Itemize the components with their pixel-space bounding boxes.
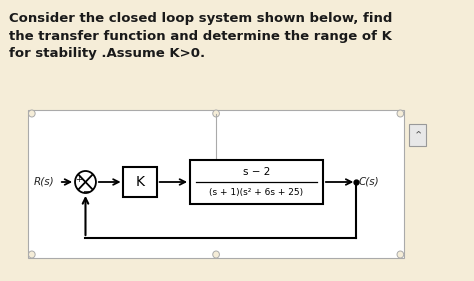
Bar [28, 110, 404, 258]
Text: −: − [82, 187, 89, 196]
Circle shape [75, 171, 96, 193]
Text: (s + 1)(s² + 6s + 25): (s + 1)(s² + 6s + 25) [210, 189, 303, 198]
Text: ⌃: ⌃ [413, 130, 423, 140]
Text: K: K [136, 175, 145, 189]
Text: +: + [75, 175, 82, 183]
Circle shape [213, 110, 219, 117]
Bar [410, 124, 427, 146]
Circle shape [213, 251, 219, 258]
Text: R(s): R(s) [33, 177, 54, 187]
Circle shape [397, 251, 404, 258]
Text: s − 2: s − 2 [243, 167, 270, 177]
Circle shape [28, 251, 35, 258]
Text: C(s): C(s) [359, 177, 380, 187]
Circle shape [397, 110, 404, 117]
Bar [124, 167, 157, 197]
Text: for stability .Assume K>0.: for stability .Assume K>0. [9, 47, 206, 60]
Bar [190, 160, 323, 204]
Circle shape [28, 110, 35, 117]
Text: the transfer function and determine the range of K: the transfer function and determine the … [9, 30, 392, 43]
Text: Consider the closed loop system shown below, find: Consider the closed loop system shown be… [9, 12, 393, 25]
